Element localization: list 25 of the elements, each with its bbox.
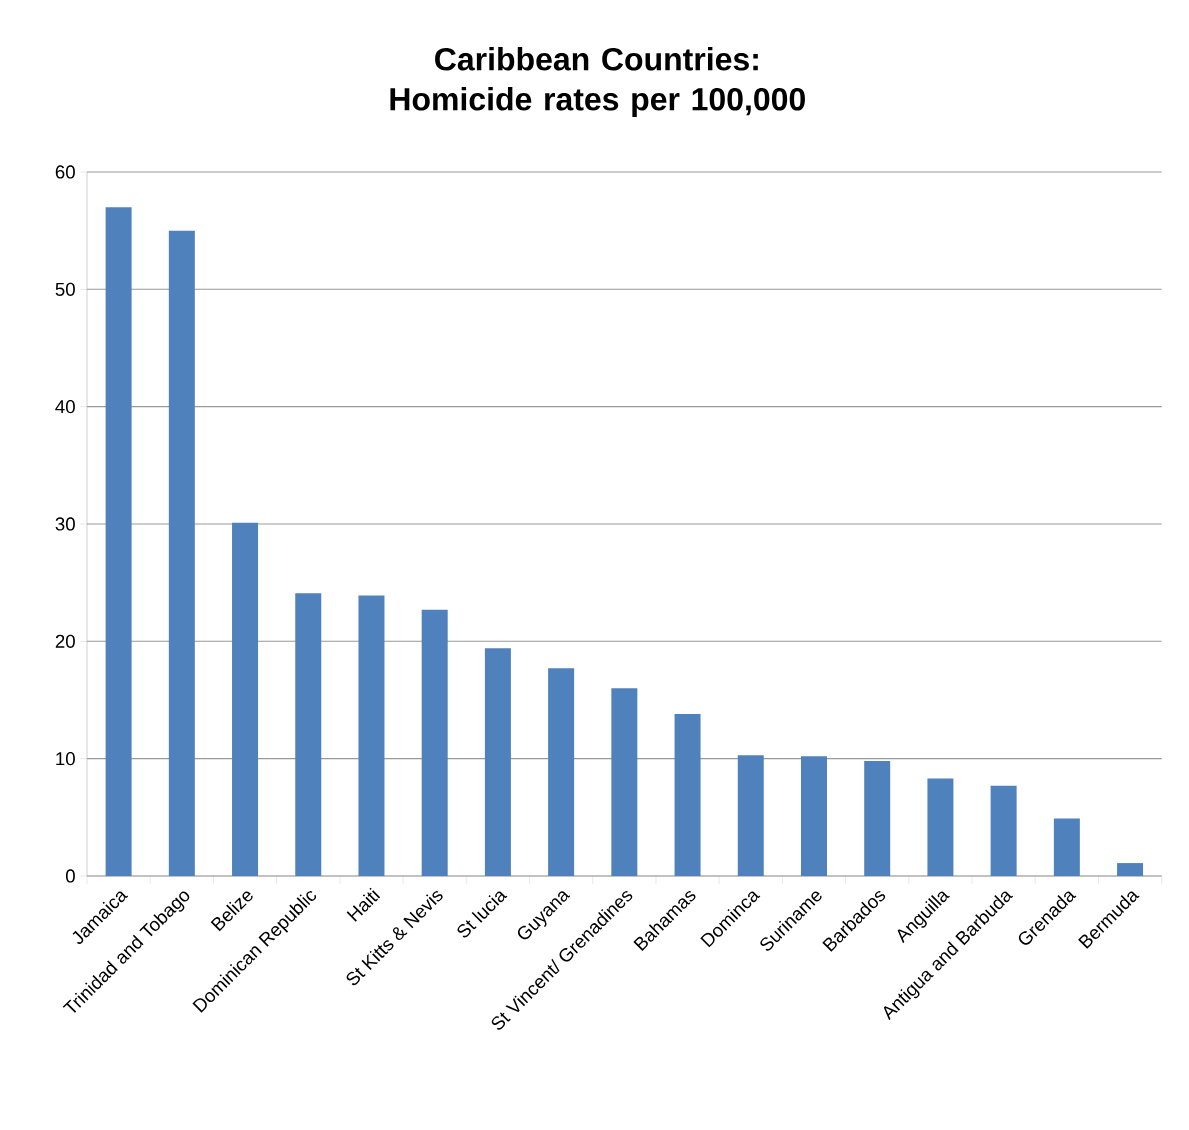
bar [232,522,259,876]
bar [611,688,638,876]
bar [295,593,322,876]
y-tick-label: 50 [55,282,75,296]
y-tick-label: 40 [55,400,75,414]
bar [674,714,701,876]
y-tick-label: 10 [56,752,75,766]
bar [1117,863,1144,876]
bar [800,756,827,876]
bar [990,785,1017,876]
bar [168,230,195,876]
bar [105,207,132,876]
bar [421,609,448,876]
y-tick-label: 0 [65,869,75,883]
bar [358,595,385,876]
bar [484,648,511,876]
y-tick-label: 20 [55,634,75,648]
bar [737,755,764,876]
chart-title: Caribbean Countries: Homicide rates per 100,000 [390,47,805,117]
y-tick-label: 30 [55,517,75,531]
bar [864,761,891,876]
bar [1053,818,1080,876]
bar [548,668,575,876]
y-tick-label: 60 [55,165,75,179]
bar [927,778,954,876]
